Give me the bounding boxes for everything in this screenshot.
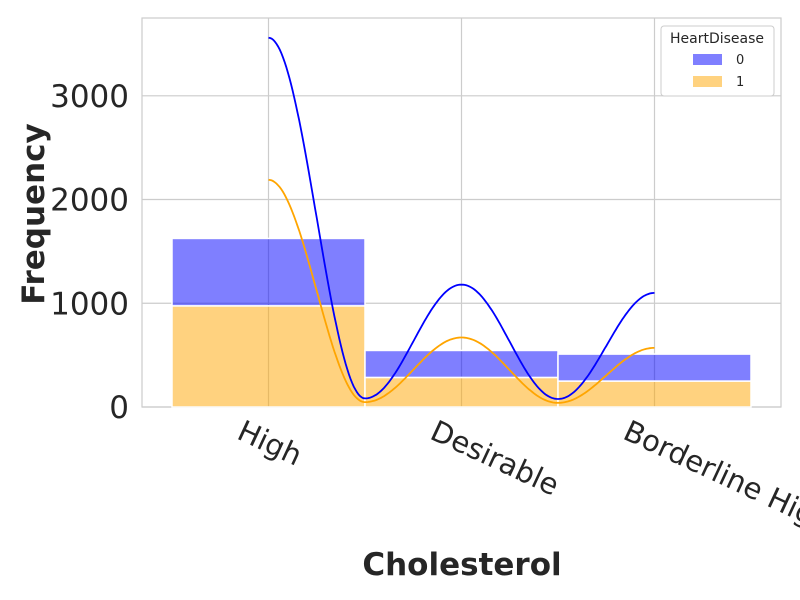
y-tick-label-2000: 2000 [50, 183, 129, 219]
bar-1-borderline-high [557, 380, 752, 408]
x-tick-label-desirable: Desirable [426, 414, 565, 503]
x-tick-label-borderline-high: Borderline High [619, 414, 800, 540]
x-tick-label-high: High [233, 414, 308, 473]
kde-line-1 [268, 178, 655, 404]
bar-0-desirable [364, 349, 559, 379]
kde-curves [268, 36, 655, 404]
bar-0-borderline-high [557, 353, 752, 382]
legend-title: HeartDisease [670, 31, 764, 47]
legend-swatch-0 [693, 54, 722, 65]
bar-0-high [171, 237, 366, 307]
y-tick-label-0: 0 [109, 390, 129, 426]
legend-swatch-1 [693, 76, 722, 87]
bar-1-high [171, 305, 366, 408]
bars [171, 237, 752, 408]
x-axis-title: Cholesterol [362, 547, 561, 583]
y-tick-label-3000: 3000 [50, 79, 129, 115]
y-tick-label-1000: 1000 [50, 286, 129, 322]
legend-label-0: 0 [736, 53, 744, 68]
bar-1-desirable [364, 376, 559, 408]
kde-line-0 [268, 36, 655, 400]
legend: HeartDisease 0 1 [660, 25, 775, 97]
x-tick-labels: High Desirable Borderline High [233, 414, 800, 540]
legend-label-1: 1 [736, 75, 744, 90]
y-axis-title: Frequency [16, 123, 52, 304]
y-tick-labels: 0 1000 2000 3000 [50, 79, 129, 426]
